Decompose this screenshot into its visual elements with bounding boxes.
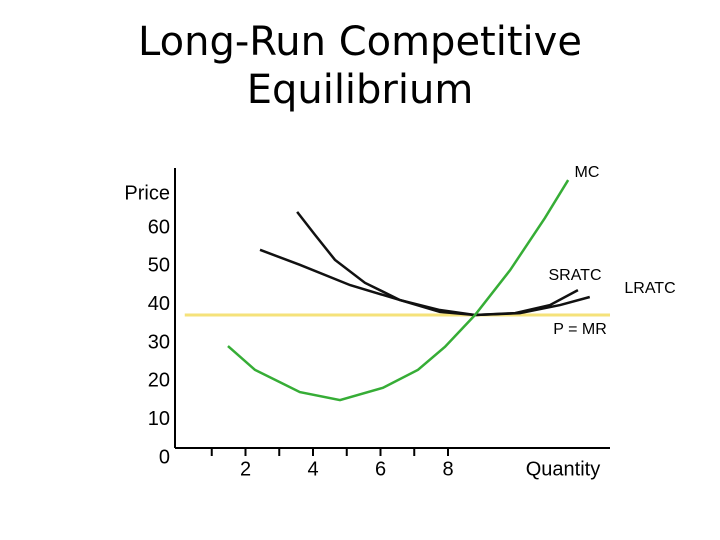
chart-title: Long-Run Competitive Equilibrium [138,19,582,113]
curve [296,211,579,317]
y-tick-label: 0 [159,446,170,468]
curve-label: SRATC [548,267,601,284]
x-tick-label: 4 [307,458,318,480]
y-tick-label: 60 [148,216,170,238]
y-tick-label: 30 [148,331,170,353]
y-tick-label: 40 [148,293,170,315]
x-tick-label: 6 [375,458,386,480]
curve [227,179,570,402]
curve-label: P = MR [553,321,607,338]
y-tick-label: 50 [148,255,170,277]
y-tick-label: 10 [148,408,170,430]
curve [259,248,591,317]
x-axis-label: Quantity [526,458,600,480]
curve-label: MC [575,164,600,181]
curve-label: LRATC [624,280,675,297]
y-axis-label: Price [124,182,170,204]
x-tick-label: 8 [442,458,453,480]
y-tick-label: 20 [148,370,170,392]
x-tick-label: 2 [240,458,251,480]
